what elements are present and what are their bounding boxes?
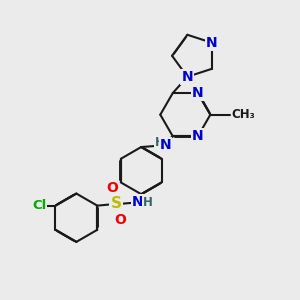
Text: N: N — [182, 70, 193, 84]
Text: H: H — [154, 136, 164, 149]
Text: CH₃: CH₃ — [231, 108, 255, 121]
Text: S: S — [111, 196, 122, 211]
Text: N: N — [192, 129, 204, 143]
Text: O: O — [106, 181, 118, 195]
Text: N: N — [160, 138, 171, 152]
Text: N: N — [132, 195, 143, 209]
Text: H: H — [143, 196, 153, 209]
Text: O: O — [115, 213, 127, 227]
Text: Cl: Cl — [32, 199, 46, 212]
Text: N: N — [206, 36, 218, 50]
Text: N: N — [192, 86, 204, 100]
